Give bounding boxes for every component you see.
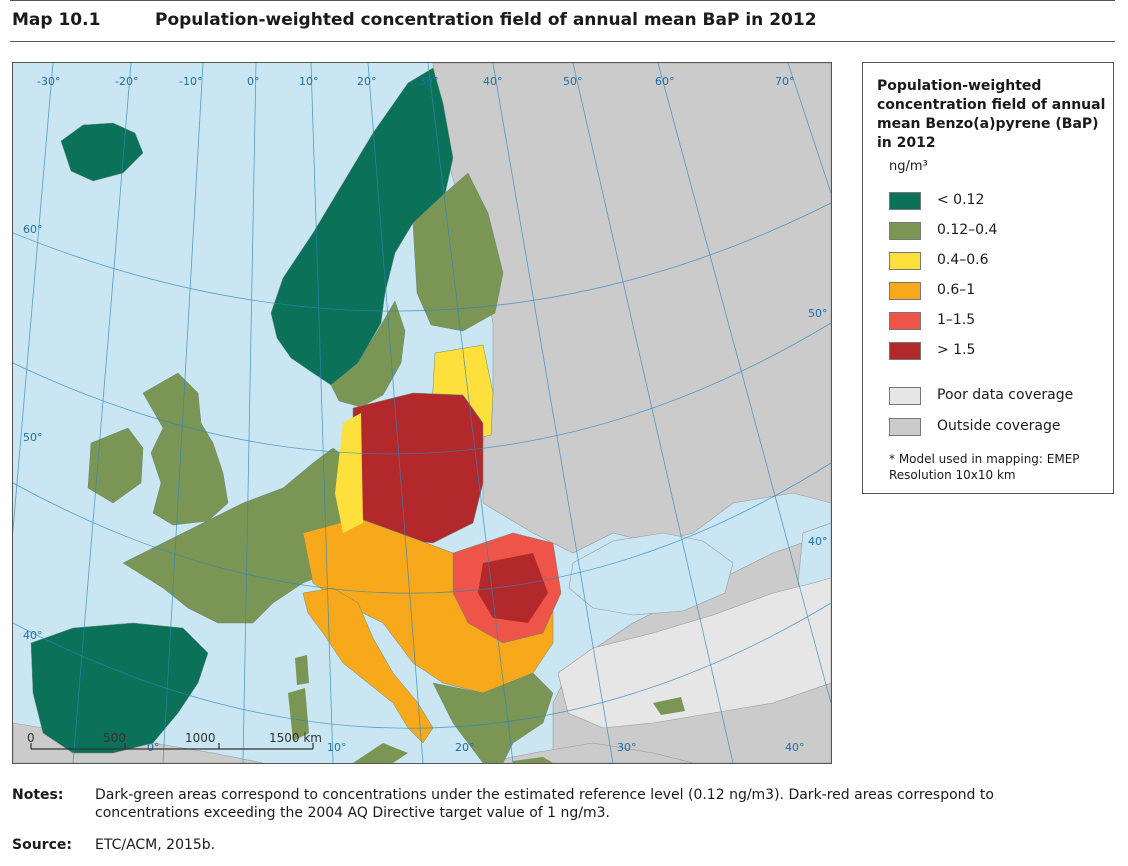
cyprus — [653, 697, 685, 715]
map-title: Population-weighted concentration field … — [155, 10, 817, 30]
italy — [302, 587, 434, 744]
poland-high-region — [352, 392, 484, 544]
great-britain — [142, 372, 229, 526]
longitude-label: 40° — [785, 741, 805, 754]
longitude-label: -20° — [115, 75, 138, 88]
legend-label: 0.6–1 — [937, 282, 976, 298]
longitude-label: 20° — [357, 75, 377, 88]
legend-item: < 0.12 — [889, 191, 1109, 213]
latitude-labels: 60° 50° 40° 50° 40° — [23, 223, 828, 642]
scale-label: 0 — [27, 731, 35, 745]
legend-item: Poor data coverage — [889, 386, 1109, 408]
legend-swatch — [889, 252, 921, 270]
legend-label: < 0.12 — [937, 192, 985, 208]
sicily — [353, 743, 408, 763]
legend-swatch — [889, 387, 921, 405]
longitude-label: 0° — [247, 75, 260, 88]
latitude-label: 60° — [23, 223, 43, 236]
germany-yellow-edge — [335, 413, 363, 533]
longitude-label: 30° — [617, 741, 637, 754]
map-header: Map 10.1 Population-weighted concentrati… — [10, 0, 1115, 42]
sweden-south — [330, 300, 406, 408]
poor-coverage-region — [557, 577, 831, 729]
longitude-label: 50° — [563, 75, 583, 88]
legend-label: 1–1.5 — [937, 312, 976, 328]
longitude-labels-top: -30° -20° -10° 0° 10° 20° 30° 40° 50° 60… — [37, 75, 795, 88]
legend-label: Outside coverage — [937, 418, 1061, 434]
europe-map[interactable]: -30° -20° -10° 0° 10° 20° 30° 40° 50° 60… — [13, 63, 831, 763]
notes-label: Notes: — [12, 787, 64, 803]
legend-box: Population-weighted concentration field … — [862, 62, 1114, 494]
legend-item: 0.6–1 — [889, 281, 1109, 303]
latitude-label: 40° — [23, 629, 43, 642]
longitude-label: 30° — [419, 75, 439, 88]
legend-swatch — [889, 418, 921, 436]
legend-label: 0.12–0.4 — [937, 222, 998, 238]
legend-label: Poor data coverage — [937, 387, 1074, 403]
finland — [412, 172, 504, 332]
map-frame[interactable]: -30° -20° -10° 0° 10° 20° 30° 40° 50° 60… — [12, 62, 832, 764]
source-label: Source: — [12, 837, 72, 853]
legend-swatch — [889, 282, 921, 300]
central-europe-orange — [302, 517, 554, 694]
iberia — [30, 622, 209, 754]
longitude-label: -10° — [179, 75, 202, 88]
scale-label: 500 — [103, 731, 126, 745]
legend-label: > 1.5 — [937, 342, 976, 358]
longitude-label: 10° — [327, 741, 347, 754]
legend-title: Population-weighted concentration field … — [877, 78, 1106, 151]
legend-note: * Model used in mapping: EMEP Resolution… — [889, 452, 1080, 482]
crete — [513, 757, 553, 763]
danube-dark-red-core — [478, 553, 548, 623]
scale-label: 1500 km — [269, 731, 322, 745]
legend-item: 0.12–0.4 — [889, 221, 1109, 243]
legend-item: Outside coverage — [889, 417, 1109, 439]
longitude-label: 10° — [299, 75, 319, 88]
outside-coverage-region — [432, 63, 831, 763]
legend-swatch — [889, 312, 921, 330]
iceland — [60, 122, 144, 182]
map-number: Map 10.1 — [12, 10, 101, 30]
legend-swatch — [889, 342, 921, 360]
legend-swatch — [889, 222, 921, 240]
ireland — [87, 427, 144, 504]
balkans — [432, 672, 554, 763]
scale-bar: 0 500 1000 1500 km — [27, 731, 322, 750]
latitude-label: 40° — [808, 535, 828, 548]
graticule — [13, 63, 831, 763]
longitude-label: 20° — [455, 741, 475, 754]
longitude-label: 70° — [775, 75, 795, 88]
longitude-label: -30° — [37, 75, 60, 88]
longitude-label: 40° — [483, 75, 503, 88]
legend-item: 1–1.5 — [889, 311, 1109, 333]
latitude-label: 50° — [808, 307, 828, 320]
legend-unit: ng/m³ — [889, 159, 928, 174]
latitude-label: 50° — [23, 431, 43, 444]
source-text: ETC/ACM, 2015b. — [95, 837, 216, 853]
sardinia — [288, 688, 309, 741]
notes-text: Dark-green areas correspond to concentra… — [95, 787, 994, 821]
scale-label: 1000 — [185, 731, 216, 745]
corsica — [295, 655, 309, 685]
longitude-labels-bottom: 0° 10° 20° 30° 40° — [147, 741, 805, 754]
legend-swatch — [889, 192, 921, 210]
longitude-label: 60° — [655, 75, 675, 88]
longitude-label: 0° — [147, 741, 160, 754]
legend-label: 0.4–0.6 — [937, 252, 989, 268]
legend-item: > 1.5 — [889, 341, 1109, 363]
legend-item: 0.4–0.6 — [889, 251, 1109, 273]
